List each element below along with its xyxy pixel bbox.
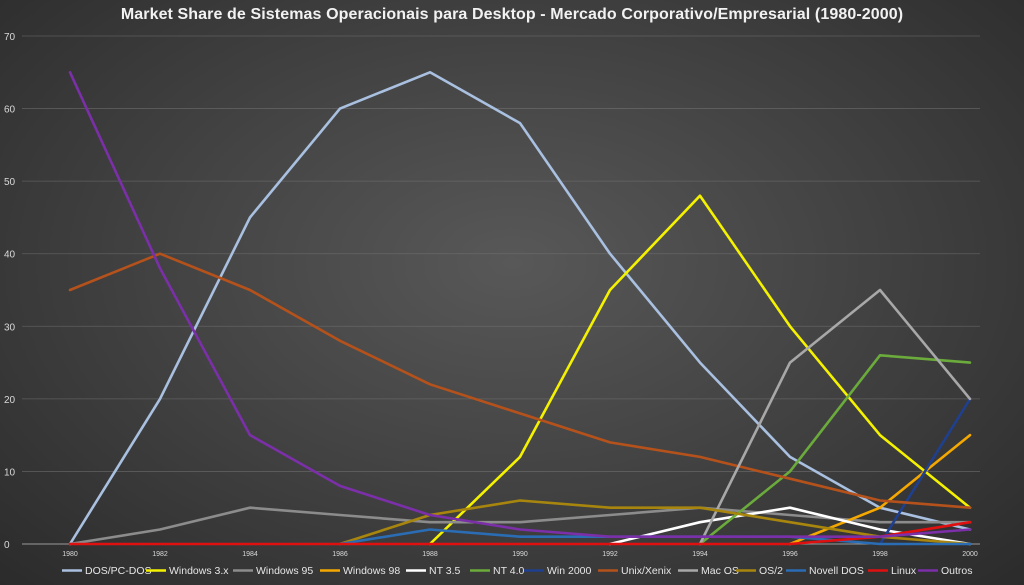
- legend-label: Windows 98: [343, 565, 400, 577]
- legend-label: Windows 95: [256, 565, 313, 577]
- y-tick-label: 0: [4, 540, 10, 551]
- legend-label: Novell DOS: [809, 565, 864, 577]
- series-line-linux: [68, 520, 972, 546]
- legend-item: Novell DOS: [786, 565, 864, 577]
- legend-item: Win 2000: [524, 565, 592, 577]
- x-tick-label: 1994: [692, 551, 708, 558]
- y-tick-label: 10: [4, 467, 16, 478]
- legend-item: Windows 95: [233, 565, 313, 577]
- series-lines: [68, 71, 972, 546]
- legend-item: Linux: [868, 565, 917, 577]
- legend-item: Unix/Xenix: [598, 565, 672, 577]
- y-tick-label: 70: [4, 32, 16, 43]
- series-line-unix-xenix: [68, 252, 972, 510]
- legend-item: NT 4.0: [470, 565, 524, 577]
- y-tick-label: 60: [4, 105, 16, 116]
- legend-item: Windows 3.x: [146, 565, 229, 577]
- legend: DOS/PC-DOS Windows 3.x Windows 95 Windows 9…: [62, 565, 973, 577]
- x-tick-label: 1984: [242, 551, 258, 558]
- x-tick-label: 1996: [782, 551, 798, 558]
- x-tick-label: 1990: [512, 551, 528, 558]
- series-line-win-2000: [878, 397, 972, 546]
- x-tick-label: 1998: [872, 551, 888, 558]
- legend-item: Mac OS: [678, 565, 739, 577]
- legend-label: DOS/PC-DOS: [85, 565, 152, 577]
- series-line-dos-pc-dos: [68, 71, 972, 546]
- legend-label: OS/2: [759, 565, 783, 577]
- series-line-windows-3-x: [428, 194, 972, 546]
- legend-item: DOS/PC-DOS: [62, 565, 152, 577]
- y-tick-label: 40: [4, 250, 16, 261]
- legend-item: OS/2: [736, 565, 783, 577]
- legend-item: Outros: [918, 565, 973, 577]
- legend-label: Mac OS: [701, 565, 739, 577]
- x-tick-label: 1988: [422, 551, 438, 558]
- legend-item: NT 3.5: [406, 565, 460, 577]
- series-line-mac-os: [698, 288, 972, 546]
- x-tick-label: 2000: [962, 551, 978, 558]
- series-line-os-2: [338, 499, 972, 546]
- series-line-outros: [68, 71, 972, 539]
- series-line-nt-4-0: [698, 353, 972, 546]
- legend-label: Unix/Xenix: [621, 565, 672, 577]
- x-tick-label: 1992: [602, 551, 618, 558]
- series-line-windows-98: [788, 433, 972, 546]
- legend-label: Win 2000: [547, 565, 592, 577]
- legend-label: NT 3.5: [429, 565, 460, 577]
- axis-labels: 0 10 20 30 40 50 60 70 1980 1982 1984 1986 1988 1990 1…: [4, 32, 978, 558]
- chart-title: Market Share de Sistemas Operacionais pa…: [120, 6, 904, 23]
- y-tick-label: 20: [4, 395, 16, 406]
- legend-label: Linux: [891, 565, 917, 577]
- x-tick-label: 1982: [152, 551, 168, 558]
- y-tick-label: 50: [4, 177, 16, 188]
- legend-label: NT 4.0: [493, 565, 524, 577]
- x-tick-label: 1980: [62, 551, 78, 558]
- legend-item: Windows 98: [320, 565, 400, 577]
- legend-label: Windows 3.x: [169, 565, 229, 577]
- x-tick-label: 1986: [332, 551, 348, 558]
- legend-label: Outros: [941, 565, 973, 577]
- series-line-windows-95: [68, 506, 972, 546]
- y-tick-label: 30: [4, 322, 16, 333]
